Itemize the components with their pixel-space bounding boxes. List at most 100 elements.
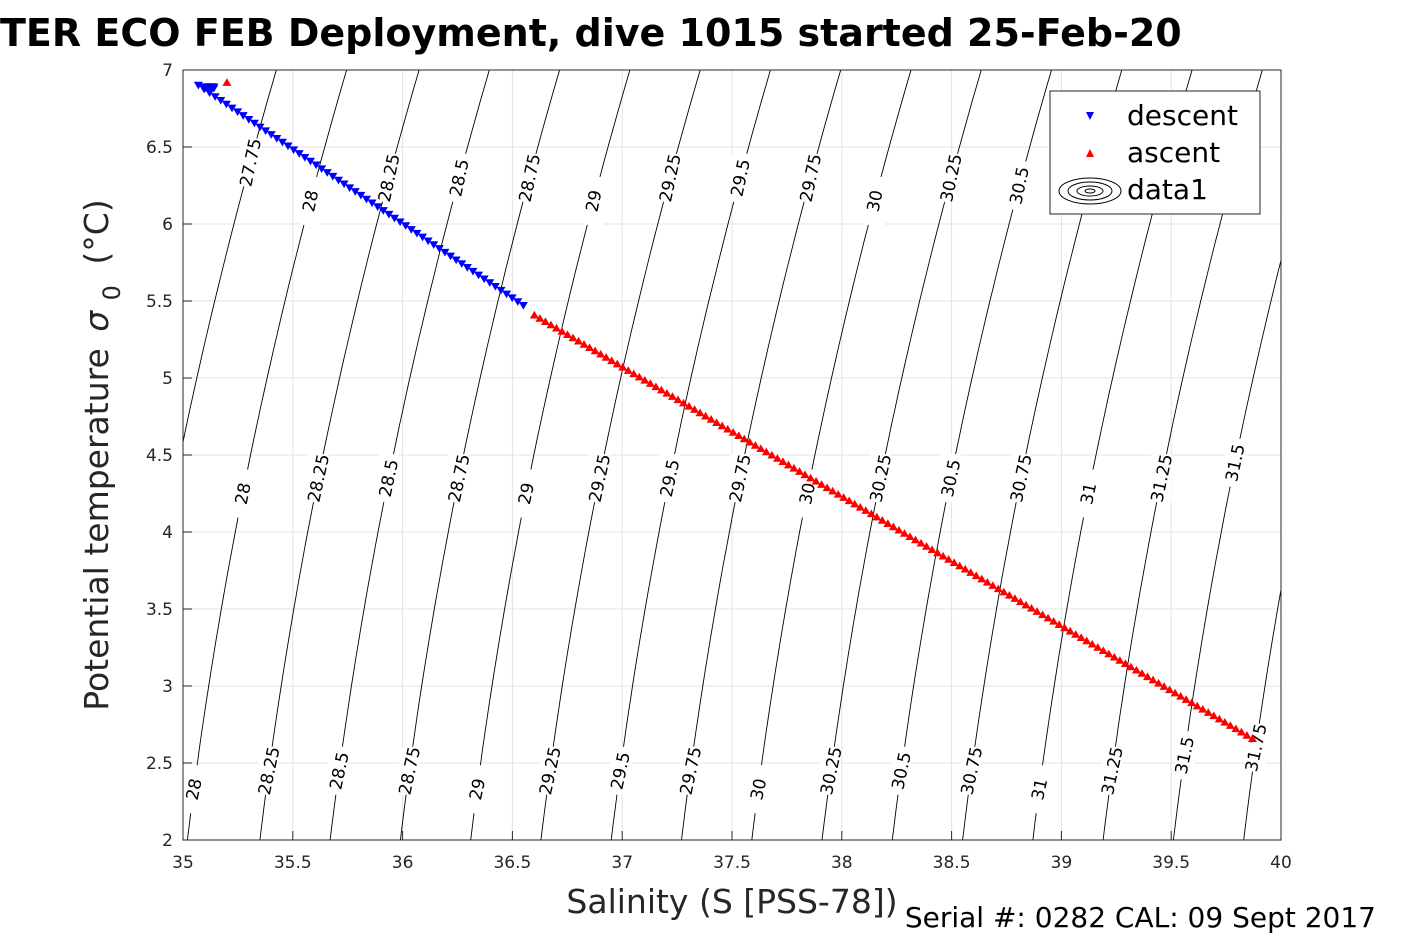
descent-point [513,298,523,306]
ascent-point [844,496,854,505]
x-tick-label: 36.5 [493,853,531,873]
y-tick-label: 3 [162,677,173,697]
ascent-point [905,532,915,540]
ascent-point [839,493,849,501]
descent-point [199,85,209,94]
descent-point [216,96,226,105]
ascent-point [778,457,788,466]
contour-label-bg [1224,438,1245,487]
data-points [193,78,1257,742]
ascent-point [783,460,793,469]
ascent-point [634,372,644,381]
ascent-point [1054,620,1064,628]
ascent-point [739,434,749,443]
contour-label-bg [467,765,488,814]
contour-label-bg [183,765,204,814]
contour-label-bg [659,153,680,202]
ascent-point [1176,691,1186,700]
legend-ascent-label: ascent [1127,136,1220,169]
descent-point [462,264,472,272]
ascent-point [623,366,633,374]
contour-label-bg [1078,469,1099,518]
y-axis-label-symbol: σ [77,310,116,332]
contour-label-bg [308,454,329,503]
ascent-point [596,349,606,358]
contour-label-bg [300,176,321,225]
x-tick-label: 39 [1051,853,1073,873]
ascent-point [1098,646,1108,655]
descent-point [468,267,478,276]
descent-point [378,207,388,215]
contour-label: 30 [796,481,820,506]
ascent-point [1154,678,1164,687]
contour-label: 28 [232,481,256,506]
contour-label-bg [329,746,350,795]
ascent-point [938,551,948,560]
ascent-point [795,467,805,475]
descent-point [193,81,203,90]
ascent-point [927,545,937,554]
ascent-point [723,424,733,433]
y-tick-label: 6 [162,215,173,235]
ascent-point [1032,607,1042,615]
contour-label-bg [258,746,279,795]
descent-point [384,210,394,219]
contour-label-bg [820,746,841,795]
descent-point [300,153,310,162]
ascent-point [579,340,589,348]
y-tick-label: 4.5 [146,446,173,466]
ascent-point [656,385,666,394]
ascent-point [1065,626,1075,635]
ascent-point [540,317,550,325]
contour-label: 28 [183,777,207,802]
ascent-point [1004,590,1014,599]
descent-point [294,150,304,158]
descent-point [345,184,355,192]
descent-point [238,112,248,120]
ascent-point [1015,597,1025,606]
ascent-point [1203,708,1213,716]
ascent-point [911,535,921,544]
contour-line [1243,587,1281,840]
ascent-point [651,382,661,391]
ascent-point [1225,721,1235,729]
ascent-point [1231,724,1241,733]
ascent-point [872,512,882,521]
ascent-point [1060,623,1070,632]
ascent-point [712,418,722,426]
contour-label-bg [1102,746,1123,795]
ascent-point [971,571,981,580]
ascent-point [590,346,600,355]
ascent-point [1131,665,1141,674]
x-tick-label: 35.5 [274,853,312,873]
ascent-point [1038,610,1048,619]
ascent-point [894,525,904,534]
descent-point [350,188,360,196]
ascent-point [673,395,683,404]
contour-label-bg [870,454,891,503]
descent-point [233,108,243,117]
ascent-point [1010,594,1020,602]
ascent-point [1181,695,1191,703]
ascent-point [822,483,832,492]
ascent-point [1043,613,1053,622]
contour-label-bg [748,765,769,814]
contour-label-bg [940,454,961,503]
contour-label-bg [864,176,885,225]
ascent-point [811,476,821,485]
serial-cal-annotation: Serial #: 0282 CAL: 09 Sept 2017 [905,901,1376,934]
ascent-point [1192,701,1202,710]
descent-point [401,222,411,230]
descent-point [373,203,383,211]
ascent-point [800,470,810,479]
contour-label-bg [1009,161,1030,210]
legend-box [1049,90,1261,215]
ascent-point [1165,685,1175,694]
ascent-point [618,362,628,371]
ascent-point [817,480,827,488]
contour-label-bg [448,454,469,503]
ascent-point [629,369,639,378]
ascent-point [667,392,677,400]
ascent-point [1093,643,1103,651]
